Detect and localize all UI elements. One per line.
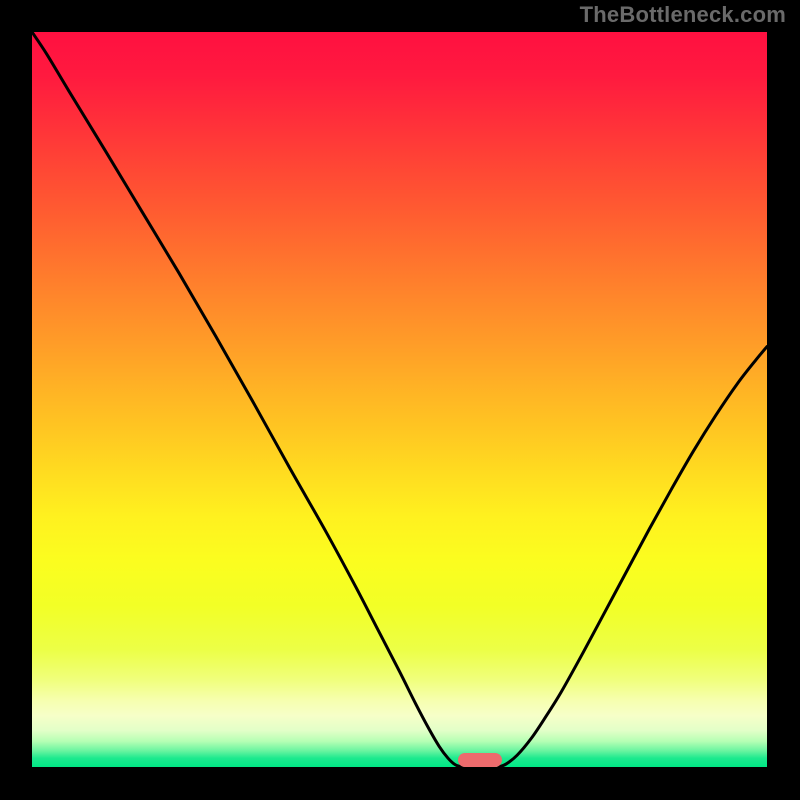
chart-stage: TheBottleneck.com: [0, 0, 800, 800]
curve-right-branch: [499, 347, 767, 767]
curve-svg: [32, 32, 767, 767]
curve-left-branch: [32, 32, 462, 767]
plot-area: [32, 32, 767, 767]
minimum-marker-pill: [458, 753, 502, 767]
watermark-text: TheBottleneck.com: [580, 2, 786, 28]
